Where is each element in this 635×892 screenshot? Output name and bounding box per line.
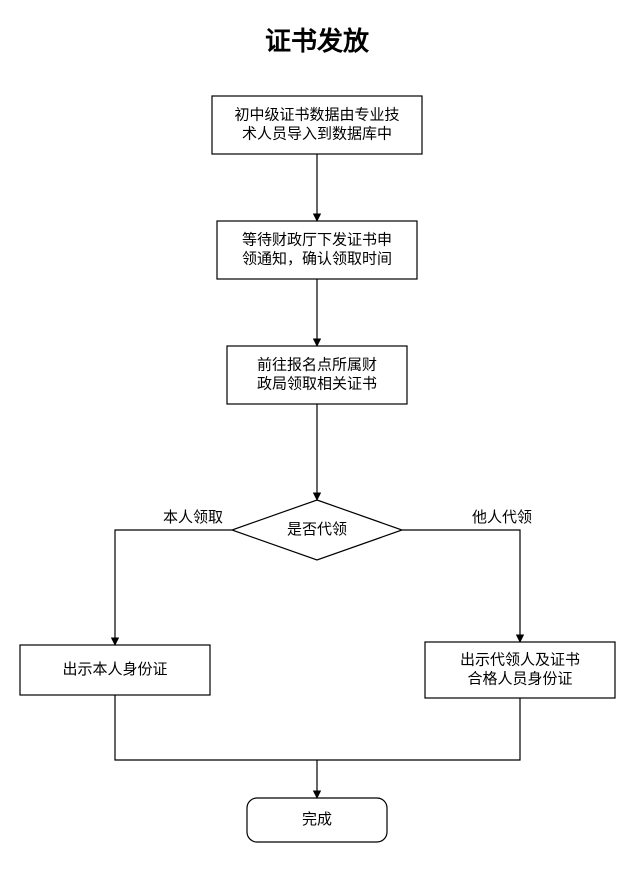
diagram-title: 证书发放: [265, 26, 370, 56]
node-text: 领通知，确认领取时间: [242, 250, 392, 267]
node-text: 政局领取相关证书: [257, 375, 377, 392]
node-text: 等待财政厅下发证书申: [242, 230, 392, 248]
node-text: 前往报名点所属财: [257, 356, 377, 373]
node-text: 初中级证书数据由专业技: [234, 106, 399, 123]
edge-6: [317, 698, 520, 760]
edge-label: 本人领取: [163, 509, 223, 526]
node-text: 合格人员身份证: [467, 670, 572, 687]
edge-4: [402, 530, 520, 642]
node-text: 完成: [302, 811, 332, 828]
node-text: 术人员导入到数据库中: [242, 125, 392, 142]
edge-label: 他人代领: [472, 509, 532, 526]
node-n3: 前往报名点所属财政局领取相关证书: [227, 346, 407, 404]
edge-5: [115, 695, 317, 760]
node-n4: 出示本人身份证: [20, 645, 210, 695]
node-text: 出示代领人及证书: [460, 651, 580, 668]
node-n5: 出示代领人及证书合格人员身份证: [425, 642, 615, 698]
flowchart-canvas: 证书发放 本人领取他人代领 初中级证书数据由专业技术人员导入到数据库中等待财政厅…: [0, 0, 635, 892]
node-text: 出示本人身份证: [62, 661, 167, 678]
edge-3: [115, 530, 232, 645]
node-d1: 是否代领: [232, 500, 402, 560]
node-n6: 完成: [247, 798, 387, 842]
node-text: 是否代领: [287, 521, 347, 538]
node-n1: 初中级证书数据由专业技术人员导入到数据库中: [212, 96, 422, 154]
node-n2: 等待财政厅下发证书申领通知，确认领取时间: [217, 221, 417, 279]
